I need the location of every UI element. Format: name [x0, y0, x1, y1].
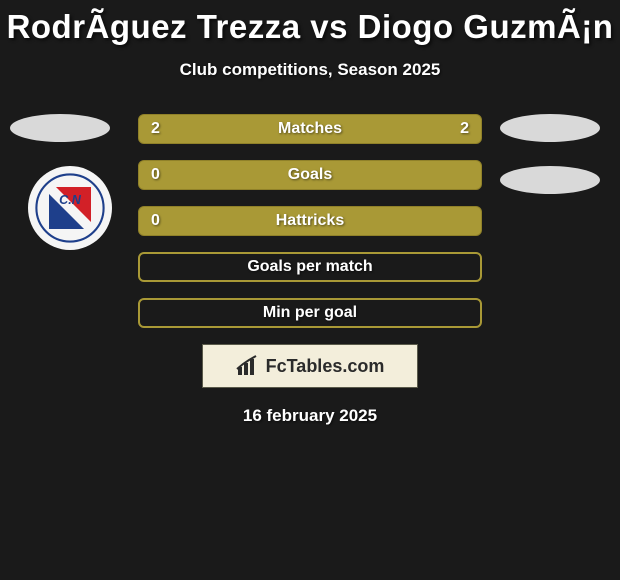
- stat-label: Goals: [288, 166, 332, 184]
- stat-row-matches: 2 Matches 2: [138, 114, 482, 144]
- stat-right-value: 2: [460, 120, 469, 138]
- stat-row-min-per-goal: Min per goal: [138, 298, 482, 328]
- club-badge-initials: C.N: [59, 193, 82, 207]
- brand-box: FcTables.com: [202, 344, 418, 388]
- player-slot-right-2: [500, 166, 600, 194]
- stat-left-value: 2: [151, 120, 160, 138]
- footer-date: 16 february 2025: [0, 406, 620, 426]
- stat-label: Min per goal: [263, 304, 357, 322]
- stat-rows: 2 Matches 2 0 Goals 0 Hattricks Goals pe…: [138, 114, 482, 328]
- stat-row-goals: 0 Goals: [138, 160, 482, 190]
- stat-label: Matches: [278, 120, 342, 138]
- page-title: RodrÃ­guez Trezza vs Diogo GuzmÃ¡n: [0, 0, 620, 46]
- stat-row-goals-per-match: Goals per match: [138, 252, 482, 282]
- club-badge-svg: C.N: [35, 173, 105, 243]
- stat-label: Hattricks: [276, 212, 344, 230]
- stat-row-hattricks: 0 Hattricks: [138, 206, 482, 236]
- stat-label: Goals per match: [247, 258, 372, 276]
- chart-icon: [236, 355, 260, 377]
- player-slot-right-1: [500, 114, 600, 142]
- player-slot-left: [10, 114, 110, 142]
- infographic-root: RodrÃ­guez Trezza vs Diogo GuzmÃ¡n Club …: [0, 0, 620, 580]
- page-subtitle: Club competitions, Season 2025: [0, 60, 620, 80]
- stat-left-value: 0: [151, 212, 160, 230]
- content-area: C.N 2 Matches 2 0 Goals 0 Hattricks Go: [0, 114, 620, 426]
- club-badge: C.N: [28, 166, 112, 250]
- stat-left-value: 0: [151, 166, 160, 184]
- brand-text: FcTables.com: [266, 356, 385, 377]
